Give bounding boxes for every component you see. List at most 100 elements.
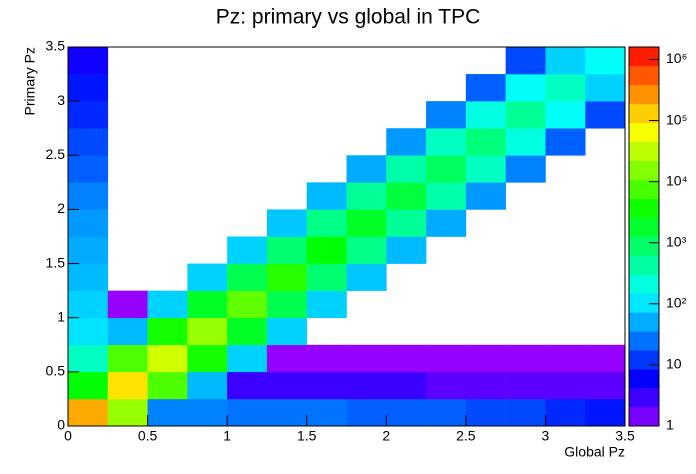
colorbar-block	[629, 103, 659, 124]
bin	[68, 209, 109, 237]
bin	[505, 74, 546, 102]
bin	[346, 371, 387, 400]
bin	[465, 398, 506, 427]
bin	[505, 398, 546, 427]
y-tick-label: 1.5	[46, 254, 66, 270]
bin	[227, 398, 268, 427]
bin	[505, 101, 546, 129]
bin	[346, 182, 387, 210]
x-tick-label: 2	[382, 428, 390, 444]
x-tick-label: 0.5	[138, 428, 158, 444]
z-tick-label: 1	[666, 417, 674, 433]
bin	[187, 317, 228, 346]
bin	[68, 74, 109, 102]
bin	[266, 290, 308, 319]
bin	[187, 371, 228, 400]
bin	[227, 344, 268, 373]
bin	[465, 74, 506, 102]
colorbar-block	[629, 217, 659, 237]
bin	[465, 101, 506, 129]
bin	[346, 155, 387, 183]
bin	[426, 182, 467, 210]
bin	[426, 209, 467, 237]
bin	[426, 371, 467, 400]
bin	[306, 209, 347, 237]
bin	[266, 344, 308, 373]
bin	[465, 371, 506, 400]
bin	[68, 128, 109, 156]
bin	[68, 398, 109, 427]
plot-frame	[67, 46, 626, 427]
bin	[465, 344, 506, 373]
bin	[107, 290, 148, 319]
bin	[505, 128, 546, 156]
bin	[187, 398, 228, 427]
colorbar-block	[629, 331, 659, 351]
z-tick-label: 10⁶	[666, 50, 687, 66]
bin	[306, 236, 347, 264]
z-tick-label: 10⁵	[666, 111, 687, 127]
colorbar-block	[629, 407, 659, 427]
colorbar-block	[629, 388, 659, 408]
bin	[68, 317, 109, 346]
bin	[68, 344, 109, 373]
x-tick-label: 3.5	[615, 428, 635, 444]
colorbar-block	[629, 122, 659, 143]
bin	[227, 371, 268, 400]
colorbar-block	[629, 312, 659, 332]
bin	[346, 344, 387, 373]
bin	[306, 371, 347, 400]
bin	[386, 155, 427, 183]
bin	[306, 398, 347, 427]
bin	[227, 317, 268, 346]
bin	[465, 128, 506, 156]
bin	[386, 236, 427, 264]
colorbar-block	[629, 65, 659, 86]
bin	[266, 236, 308, 264]
bin	[147, 317, 188, 346]
colorbar-block	[629, 350, 659, 370]
bin	[545, 128, 586, 156]
bin	[147, 290, 188, 319]
bin	[147, 344, 188, 373]
bin	[306, 344, 347, 373]
bin	[585, 74, 626, 102]
chart-title: Pz: primary vs global in TPC	[216, 6, 481, 29]
colorbar-block	[629, 84, 659, 105]
bin	[68, 371, 109, 400]
colorbar-block	[629, 198, 659, 218]
bin	[346, 398, 387, 427]
z-tick-label: 10²	[666, 295, 687, 311]
bin	[505, 371, 546, 400]
z-tick-label: 10	[666, 356, 682, 372]
z-tick-label: 10⁴	[666, 172, 688, 188]
x-tick-label: 2.5	[456, 428, 476, 444]
bin	[227, 236, 268, 264]
z-tick-label: 10³	[666, 233, 687, 249]
bin	[187, 263, 228, 291]
bin	[386, 344, 427, 373]
bin	[545, 101, 586, 129]
bin	[346, 236, 387, 264]
colorbar-block	[629, 255, 659, 275]
colorbar-block	[629, 141, 659, 161]
colorbar-block	[629, 274, 659, 294]
bin	[266, 317, 308, 346]
bin	[107, 398, 148, 427]
bin	[147, 398, 188, 427]
y-tick-label: 3.5	[46, 38, 66, 54]
y-tick-label: 0	[57, 417, 65, 433]
bin	[426, 128, 467, 156]
bin	[545, 398, 586, 427]
bin	[386, 209, 427, 237]
bin	[505, 155, 546, 183]
bin	[68, 101, 109, 129]
bin	[346, 209, 387, 237]
bin	[585, 101, 626, 129]
bin	[107, 371, 148, 400]
colorbar-frame	[628, 46, 660, 427]
bin	[505, 47, 546, 75]
bin	[68, 290, 109, 319]
bin	[68, 182, 109, 210]
bin	[68, 236, 109, 264]
